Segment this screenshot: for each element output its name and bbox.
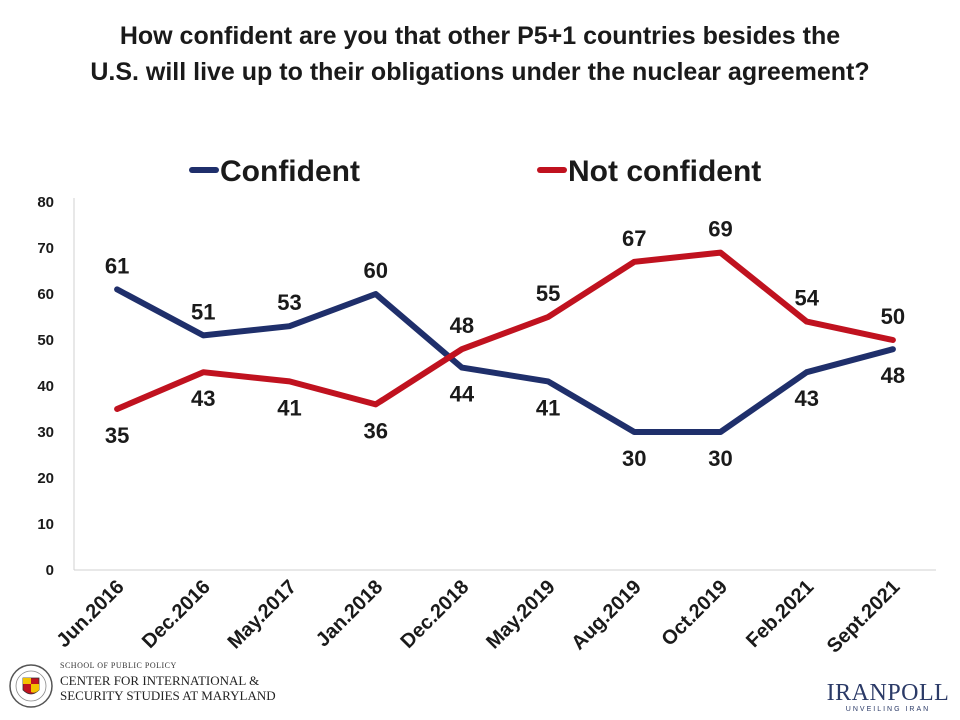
series-line-not-confident [114,249,896,412]
y-tick-label: 60 [37,286,54,303]
legend-label: Confident [220,155,360,188]
x-tick-label: Oct.2019 [658,576,733,651]
iranpoll-tagline: UNVEILING IRAN [845,706,931,713]
data-label: 41 [536,395,560,420]
data-label: 61 [105,253,129,278]
x-tick-label: Sept.2021 [823,576,905,658]
data-label: 67 [622,226,646,251]
umd-school-label: SCHOOL OF PUBLIC POLICY [60,661,177,670]
umd-center-label: CENTER FOR INTERNATIONAL & SECURITY STUD… [60,673,276,703]
data-label: 43 [191,386,215,411]
y-tick-label: 0 [46,562,54,579]
data-label: 48 [881,363,905,388]
iranpoll-name: IRANPOLL [826,680,950,706]
data-label: 54 [794,286,819,311]
y-tick-label: 70 [37,240,54,257]
x-tick-label: Dec.2016 [138,576,215,653]
data-label: 48 [450,313,474,338]
legend-label: Not confident [568,155,761,188]
data-label: 53 [277,290,301,315]
data-label: 35 [105,423,129,448]
data-label: 51 [191,299,215,324]
umd-center-line-2: SECURITY STUDIES AT MARYLAND [60,688,276,703]
y-tick-label: 20 [37,470,54,487]
data-label: 50 [881,304,905,329]
y-tick-label: 30 [37,424,54,441]
y-tick-label: 40 [37,378,54,395]
data-label: 36 [363,418,387,443]
data-label: 30 [622,446,646,471]
data-label: 43 [794,386,818,411]
data-label: 41 [277,395,301,420]
umd-center-line-1: CENTER FOR INTERNATIONAL & [60,673,260,688]
y-tick-label: 10 [37,516,54,533]
y-tick-label: 50 [37,332,54,349]
data-label: 69 [708,217,732,242]
x-tick-label: Feb.2021 [742,576,818,652]
data-label: 60 [363,258,387,283]
x-tick-label: Dec.2018 [397,576,474,653]
series-line-confident [114,286,896,435]
x-tick-label: May.2017 [224,576,301,653]
x-tick-label: May.2019 [482,576,559,653]
x-tick-label: Jan.2018 [312,576,387,651]
umd-cissm-logo: SCHOOL OF PUBLIC POLICY CENTER FOR INTER… [8,660,278,716]
chart-title-line-2: U.S. will live up to their obligations u… [90,58,870,86]
umd-seal-icon [9,664,53,708]
x-tick-label: Jun.2016 [53,576,129,652]
data-label: 44 [450,382,475,407]
x-tick-label: Aug.2019 [567,576,645,654]
y-tick-label: 80 [37,194,54,211]
chart-title-line-1: How confident are you that other P5+1 co… [119,22,841,50]
data-label: 30 [708,446,732,471]
data-label: 55 [536,281,560,306]
chart-title: How confident are you that other P5+1 co… [0,18,960,90]
iranpoll-logo: IRANPOLL UNVEILING IRAN [826,680,950,716]
